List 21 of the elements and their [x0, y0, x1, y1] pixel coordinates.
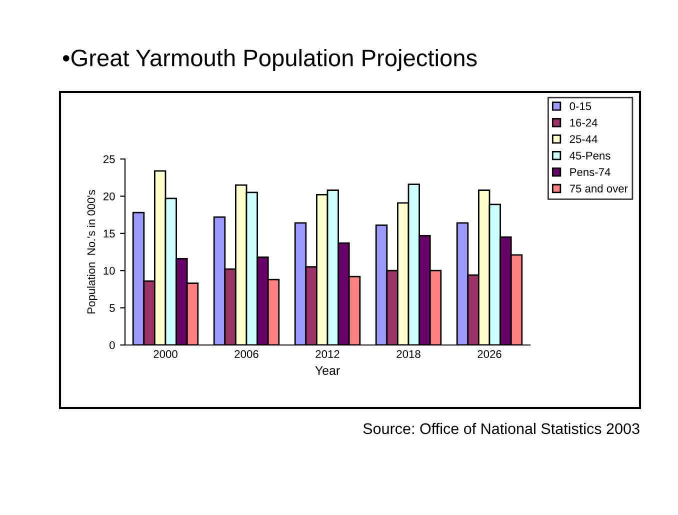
legend-label: 75 and over: [570, 184, 628, 193]
y-tick-label: 15: [104, 230, 115, 238]
y-tick-label: 20: [103, 192, 115, 200]
legend-label: 16-24: [570, 118, 598, 127]
y-tick-label: 10: [104, 266, 115, 275]
legend-label: Pens-74: [570, 168, 610, 176]
x-axis-title: Year: [315, 366, 340, 375]
y-axis-title: Population No.'s in 000's: [87, 190, 98, 314]
source-note: Source: Office of National Statistics 2003: [363, 422, 640, 434]
y-tick-label: 5: [110, 304, 115, 312]
y-tick-label: 0: [110, 341, 115, 350]
chart-title: •Great Yarmouth Population Projections: [62, 48, 477, 72]
x-tick-label: 2006: [234, 350, 258, 358]
x-tick-label: 2018: [396, 350, 420, 358]
legend-label: 0-15: [570, 102, 592, 110]
x-tick-label: 2026: [478, 350, 502, 358]
x-tick-label: 2000: [154, 350, 178, 358]
y-tick-label: 25: [103, 155, 115, 164]
legend-label: 45-Pens: [570, 152, 610, 160]
x-tick-label: 2012: [316, 350, 340, 358]
legend-label: 25-44: [570, 135, 598, 144]
